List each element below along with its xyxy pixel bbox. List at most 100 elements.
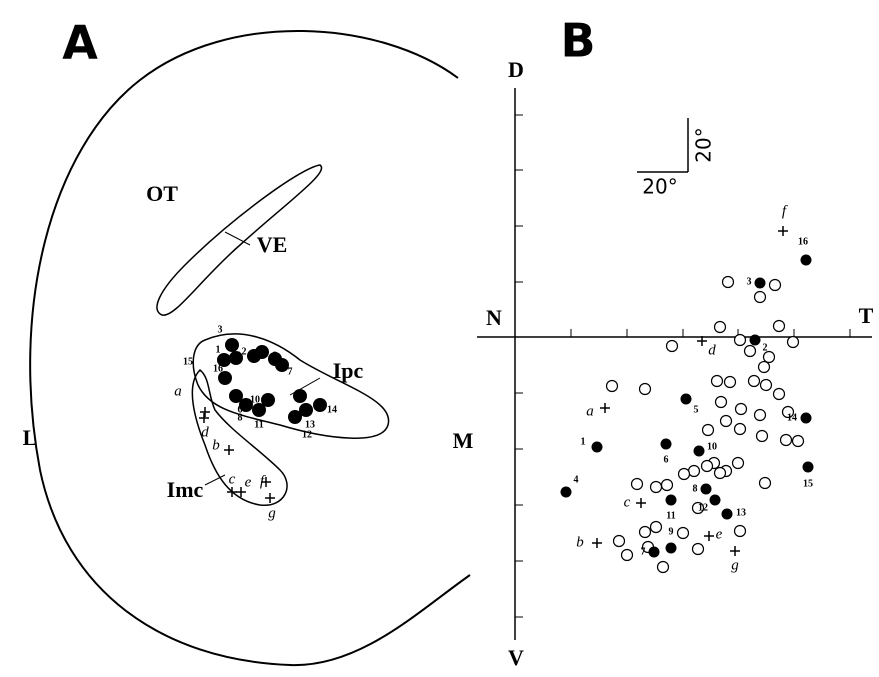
open-site xyxy=(781,405,795,419)
site-number: 12 xyxy=(698,502,708,513)
cross-site xyxy=(224,445,234,455)
site-number: 8 xyxy=(693,483,698,494)
site-letter: e xyxy=(716,526,723,542)
filled-site xyxy=(680,393,692,405)
site-number: 4 xyxy=(574,474,579,485)
open-site xyxy=(687,464,701,478)
site-letter: g xyxy=(268,505,276,521)
filled-site xyxy=(261,393,275,407)
filled-site xyxy=(591,441,603,453)
filled-site xyxy=(239,398,253,412)
site-number: 8 xyxy=(238,412,243,423)
cross-site xyxy=(730,546,740,556)
leader xyxy=(204,474,226,486)
open-site xyxy=(733,524,747,538)
filled-site xyxy=(660,438,672,450)
open-site xyxy=(638,382,652,396)
site-number: 13 xyxy=(736,507,746,518)
site-number: 5 xyxy=(236,350,241,361)
site-letter: b xyxy=(212,437,220,453)
filled-site xyxy=(560,486,572,498)
scale-label: 20° xyxy=(642,175,677,199)
site-number: 6 xyxy=(664,454,669,465)
open-site xyxy=(772,387,786,401)
site-letter: e xyxy=(245,474,252,490)
site-number: 15 xyxy=(183,356,193,367)
open-site xyxy=(733,333,747,347)
open-site xyxy=(700,459,714,473)
site-number: 14 xyxy=(327,404,337,415)
site-number: 3 xyxy=(218,324,223,335)
panel-label: A xyxy=(62,16,98,70)
filled-site xyxy=(693,445,705,457)
open-site xyxy=(638,525,652,539)
open-site xyxy=(755,429,769,443)
cross-site xyxy=(778,226,788,236)
filled-site xyxy=(709,494,721,506)
cross-site xyxy=(636,498,646,508)
filled-site xyxy=(268,352,282,366)
region-label: Ipc xyxy=(333,358,364,383)
filled-site xyxy=(218,371,232,385)
open-site xyxy=(660,478,674,492)
open-site xyxy=(731,456,745,470)
site-number: 10 xyxy=(250,394,260,405)
open-site xyxy=(768,278,782,292)
filled-site xyxy=(749,334,761,346)
cross-site xyxy=(200,407,210,417)
axis-label: D xyxy=(508,57,524,82)
open-site xyxy=(649,520,663,534)
open-site xyxy=(743,344,757,358)
filled-site xyxy=(299,403,313,417)
region-label: VE xyxy=(257,232,288,257)
open-site xyxy=(772,319,786,333)
filled-site xyxy=(665,494,677,506)
filled-site xyxy=(313,398,327,412)
open-site xyxy=(630,477,644,491)
site-number: 1 xyxy=(216,344,221,355)
open-site xyxy=(691,542,705,556)
side-label: M xyxy=(453,428,474,453)
filled-site xyxy=(754,277,766,289)
open-site xyxy=(753,290,767,304)
filled-site xyxy=(252,403,266,417)
site-number: 6 xyxy=(238,404,243,415)
open-site xyxy=(758,476,772,490)
site-letter: f xyxy=(782,203,788,219)
cross-site xyxy=(704,531,714,541)
axis-label: T xyxy=(859,303,874,328)
filled-site xyxy=(700,483,712,495)
cross-site xyxy=(600,403,610,413)
filled-site xyxy=(721,508,733,520)
filled-site xyxy=(800,412,812,424)
open-site xyxy=(649,480,663,494)
side-label: L xyxy=(23,425,38,450)
cross-site xyxy=(236,487,246,497)
site-number: 2 xyxy=(242,346,247,357)
site-number: 7 xyxy=(288,366,293,377)
site-number: 7 xyxy=(641,546,646,557)
filled-site xyxy=(288,410,302,424)
site-number: 11 xyxy=(666,510,675,521)
site-letter: g xyxy=(731,557,739,573)
filled-site xyxy=(800,254,812,266)
cross-site xyxy=(261,477,271,487)
filled-site xyxy=(648,546,660,558)
open-site xyxy=(665,339,679,353)
open-site xyxy=(723,375,737,389)
region-label: Imc xyxy=(167,477,204,502)
site-number: 13 xyxy=(305,419,315,430)
site-number: 3 xyxy=(747,276,752,287)
open-site xyxy=(620,548,634,562)
site-number: 1 xyxy=(581,436,586,447)
open-site xyxy=(779,433,793,447)
open-site xyxy=(733,422,747,436)
site-letter: d xyxy=(708,342,716,358)
open-site xyxy=(719,414,733,428)
site-number: 2 xyxy=(763,342,768,353)
leader xyxy=(224,231,251,246)
open-site xyxy=(753,408,767,422)
site-letter: c xyxy=(229,471,236,487)
filled-site xyxy=(229,389,243,403)
ipc-outline xyxy=(192,333,390,439)
